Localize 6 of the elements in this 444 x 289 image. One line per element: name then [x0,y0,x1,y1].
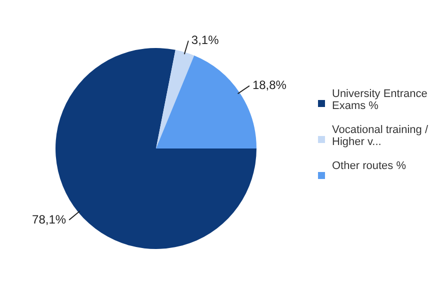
data-label: 78,1% [32,212,66,226]
legend-label: Vocational training / Higher v... [332,124,428,148]
data-label: 3,1% [191,33,220,48]
data-label: 18,8% [252,78,287,92]
slice-label: Other routes % [332,160,406,172]
legend-label: University Entrance Exams % [332,88,428,112]
